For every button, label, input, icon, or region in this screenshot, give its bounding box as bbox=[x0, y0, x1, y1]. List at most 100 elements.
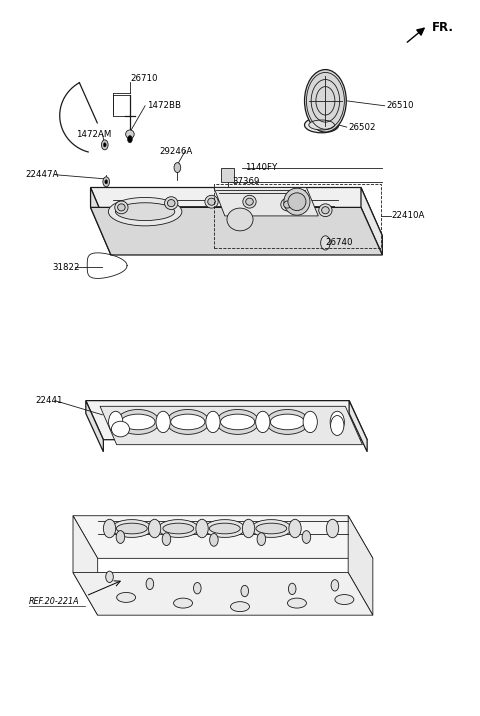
Circle shape bbox=[103, 519, 116, 538]
Ellipse shape bbox=[174, 598, 192, 608]
Ellipse shape bbox=[168, 200, 175, 207]
Ellipse shape bbox=[266, 410, 309, 435]
Circle shape bbox=[331, 580, 339, 591]
Polygon shape bbox=[361, 188, 383, 255]
Ellipse shape bbox=[208, 198, 216, 205]
Ellipse shape bbox=[309, 120, 335, 130]
Text: 1140FY: 1140FY bbox=[245, 163, 277, 172]
Circle shape bbox=[105, 180, 108, 184]
Text: 1472AM: 1472AM bbox=[76, 130, 112, 139]
Circle shape bbox=[156, 411, 170, 432]
Ellipse shape bbox=[117, 592, 136, 602]
Polygon shape bbox=[73, 516, 373, 558]
Polygon shape bbox=[349, 401, 367, 452]
Polygon shape bbox=[73, 516, 97, 615]
Ellipse shape bbox=[335, 594, 354, 604]
Circle shape bbox=[331, 415, 344, 435]
Ellipse shape bbox=[117, 410, 159, 435]
Circle shape bbox=[146, 579, 154, 589]
Text: FR.: FR. bbox=[432, 21, 454, 34]
Ellipse shape bbox=[165, 197, 178, 210]
Circle shape bbox=[116, 531, 125, 543]
Text: 26740: 26740 bbox=[325, 238, 353, 248]
Polygon shape bbox=[100, 406, 362, 445]
Ellipse shape bbox=[158, 520, 199, 538]
Ellipse shape bbox=[118, 204, 125, 211]
Ellipse shape bbox=[126, 130, 134, 138]
Text: 29246A: 29246A bbox=[159, 147, 192, 157]
Circle shape bbox=[242, 519, 255, 538]
Ellipse shape bbox=[322, 207, 329, 214]
Ellipse shape bbox=[246, 198, 253, 205]
Circle shape bbox=[206, 411, 220, 432]
Ellipse shape bbox=[230, 601, 250, 611]
Polygon shape bbox=[348, 516, 373, 615]
Ellipse shape bbox=[205, 195, 218, 208]
Ellipse shape bbox=[163, 523, 194, 534]
Polygon shape bbox=[91, 188, 111, 255]
Circle shape bbox=[288, 584, 296, 594]
Ellipse shape bbox=[121, 414, 155, 430]
Circle shape bbox=[108, 411, 123, 432]
Circle shape bbox=[289, 519, 301, 538]
Ellipse shape bbox=[108, 198, 182, 226]
Circle shape bbox=[330, 411, 344, 432]
Ellipse shape bbox=[167, 410, 209, 435]
Text: 22447A: 22447A bbox=[25, 170, 59, 179]
Circle shape bbox=[103, 142, 106, 147]
Circle shape bbox=[302, 531, 311, 543]
Circle shape bbox=[101, 140, 108, 150]
Ellipse shape bbox=[216, 410, 259, 435]
Polygon shape bbox=[86, 401, 103, 452]
Ellipse shape bbox=[281, 198, 294, 211]
Ellipse shape bbox=[111, 421, 130, 437]
Ellipse shape bbox=[288, 193, 306, 211]
Text: 26710: 26710 bbox=[130, 74, 157, 83]
Ellipse shape bbox=[117, 523, 147, 534]
Ellipse shape bbox=[304, 117, 339, 132]
Ellipse shape bbox=[220, 414, 255, 430]
Ellipse shape bbox=[256, 523, 287, 534]
Circle shape bbox=[303, 411, 317, 432]
Ellipse shape bbox=[243, 195, 256, 208]
Ellipse shape bbox=[115, 201, 128, 214]
Ellipse shape bbox=[251, 520, 291, 538]
Circle shape bbox=[148, 519, 161, 538]
Polygon shape bbox=[91, 208, 383, 255]
Circle shape bbox=[321, 236, 330, 250]
Circle shape bbox=[196, 519, 208, 538]
Ellipse shape bbox=[270, 414, 304, 430]
Polygon shape bbox=[73, 573, 373, 615]
Ellipse shape bbox=[204, 520, 245, 538]
Ellipse shape bbox=[227, 208, 253, 231]
Circle shape bbox=[241, 586, 249, 596]
Text: REF.20-221A: REF.20-221A bbox=[29, 597, 80, 606]
Text: 37369: 37369 bbox=[233, 178, 260, 186]
Circle shape bbox=[128, 135, 132, 142]
Circle shape bbox=[162, 533, 171, 546]
Bar bbox=[214, 184, 381, 248]
Bar bbox=[221, 168, 234, 182]
Ellipse shape bbox=[284, 188, 310, 216]
Circle shape bbox=[174, 163, 180, 173]
Circle shape bbox=[193, 583, 201, 594]
Circle shape bbox=[326, 519, 339, 538]
Ellipse shape bbox=[209, 523, 240, 534]
Ellipse shape bbox=[319, 204, 332, 217]
Ellipse shape bbox=[112, 520, 152, 538]
Ellipse shape bbox=[171, 414, 205, 430]
Polygon shape bbox=[86, 401, 367, 440]
Circle shape bbox=[210, 533, 218, 546]
Ellipse shape bbox=[284, 201, 291, 208]
Ellipse shape bbox=[116, 203, 175, 221]
Text: 26502: 26502 bbox=[348, 122, 376, 132]
Text: 22410A: 22410A bbox=[392, 211, 425, 221]
Text: 26510: 26510 bbox=[386, 101, 414, 110]
Circle shape bbox=[304, 69, 346, 132]
Ellipse shape bbox=[288, 598, 306, 608]
Polygon shape bbox=[214, 188, 318, 216]
Circle shape bbox=[256, 411, 270, 432]
Text: 22441: 22441 bbox=[35, 396, 62, 405]
Circle shape bbox=[106, 571, 113, 583]
Circle shape bbox=[257, 533, 265, 546]
